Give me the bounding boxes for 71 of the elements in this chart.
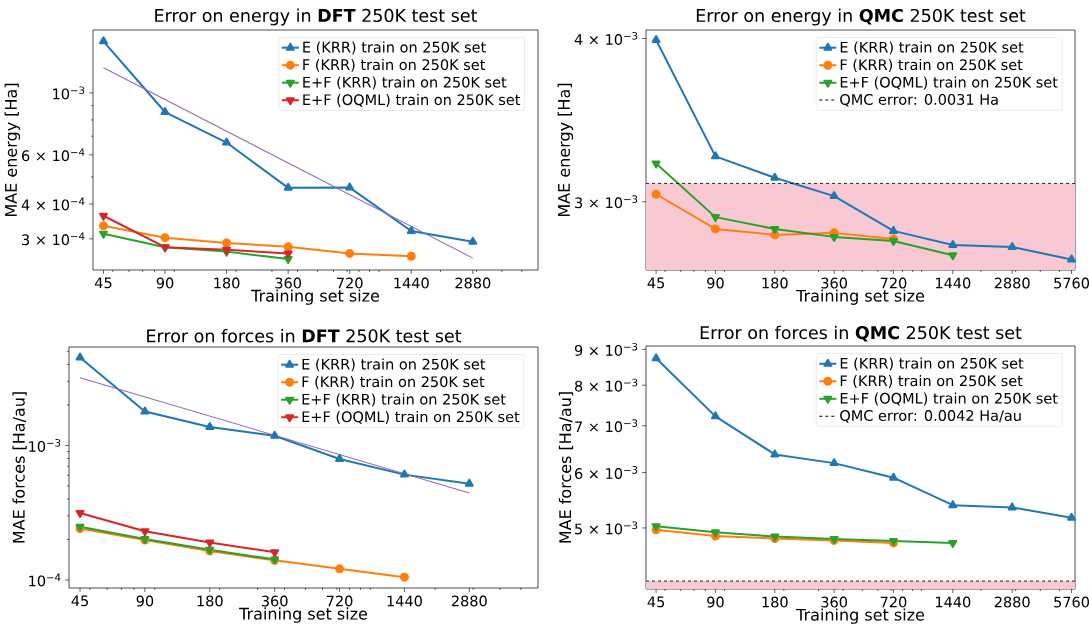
x-tick-label: 360 <box>821 277 847 289</box>
x-tick-label: 180 <box>762 277 788 289</box>
x-axis-title: Training set size <box>239 607 368 623</box>
x-tick-label: 360 <box>275 277 302 289</box>
y-tick-label: 10$^{−3}$ <box>29 438 61 452</box>
legend-label: E+F (KRR) train on 250K set <box>302 393 506 407</box>
x-axis-title: Training set size <box>796 289 925 305</box>
x-tick-label: 720 <box>326 595 353 607</box>
y-tick-label: 6 × 10$^{−3}$ <box>575 466 638 480</box>
x-tick-label: 720 <box>337 277 363 289</box>
x-tick-label: 2880 <box>455 277 491 289</box>
chart-title: Error on energy in DFT 250K test set <box>155 8 478 26</box>
x-tick-label: 1440 <box>387 595 422 607</box>
y-tick-label: 9 × 10$^{−3}$ <box>574 342 638 356</box>
y-axis-title: MAE energy [Ha] <box>557 83 574 217</box>
x-tick-label: 720 <box>880 596 907 608</box>
legend-label: F (KRR) train on 250K set <box>302 375 485 389</box>
chart-title: Error on energy in QMC 250K test set <box>696 8 1026 26</box>
legend-label: E (KRR) train on 250K set <box>303 41 486 55</box>
chart-title: Error on forces in QMC 250K test set <box>700 325 1022 342</box>
x-tick-label: 5760 <box>1054 277 1089 289</box>
legend-label: E+F (OQML) train on 250K set <box>302 410 520 424</box>
x-tick-label: 2880 <box>994 277 1030 289</box>
x-axis-title: Training set size <box>251 289 380 305</box>
x-tick-label: 90 <box>136 595 154 607</box>
legend-label: F (KRR) train on 250K set <box>840 58 1023 72</box>
chart-title: Error on forces in DFT 250K test set <box>147 328 462 343</box>
x-tick-label: 45 <box>647 596 665 608</box>
y-tick-label: 8 × 10$^{−3}$ <box>574 378 638 392</box>
x-tick-label: 90 <box>707 277 724 289</box>
legend-label: E+F (OQML) train on 250K set <box>840 392 1058 406</box>
legend-label: E+F (KRR) train on 250K set <box>303 76 507 90</box>
y-tick-label: 10$^{−4}$ <box>29 573 61 587</box>
x-tick-label: 45 <box>94 277 112 289</box>
legend-label: QMC error: 0.0031 Ha <box>840 93 998 107</box>
legend-label: E (KRR) train on 250K set <box>840 357 1024 371</box>
x-tick-label: 90 <box>707 596 724 608</box>
x-tick-label: 45 <box>647 277 665 289</box>
y-axis-title: MAE energy [Ha] <box>4 83 21 216</box>
x-tick-label: 1440 <box>935 277 971 289</box>
legend-label: E+F (OQML) train on 250K set <box>303 93 521 107</box>
y-tick-label: 4 × 10$^{−4}$ <box>21 197 85 211</box>
x-tick-label: 2880 <box>994 596 1030 608</box>
y-tick-label: 10$^{−3}$ <box>53 86 85 100</box>
legend-label: E (KRR) train on 250K set <box>302 358 486 372</box>
x-tick-label: 720 <box>880 277 907 289</box>
x-tick-label: 1440 <box>394 277 429 289</box>
x-tick-label: 45 <box>71 595 88 607</box>
legend-label: E+F (OQML) train on 250K set <box>840 76 1058 90</box>
y-tick-label: 3 × 10$^{−4}$ <box>22 232 85 246</box>
x-tick-label: 180 <box>762 596 788 608</box>
legend-label: E (KRR) train on 250K set <box>840 41 1024 55</box>
y-tick-label: 6 × 10$^{−4}$ <box>22 148 85 162</box>
x-tick-label: 180 <box>214 277 240 289</box>
x-tick-label: 2880 <box>451 595 487 607</box>
legend-label: F (KRR) train on 250K set <box>303 58 486 72</box>
y-tick-label: 4 × 10$^{−3}$ <box>574 32 638 45</box>
x-axis-title: Training set size <box>796 608 925 624</box>
x-tick-label: 360 <box>261 595 288 607</box>
y-tick-label: 7 × 10$^{−3}$ <box>575 419 638 433</box>
legend-label: QMC error: 0.0042 Ha/au <box>840 410 1021 423</box>
y-axis-title: MAE forces [Ha/au] <box>558 392 574 543</box>
legend-label: F (KRR) train on 250K set <box>840 375 1023 388</box>
y-tick-label: 3 × 10$^{−3}$ <box>575 195 638 209</box>
y-tick-label: 5 × 10$^{−3}$ <box>575 521 638 535</box>
x-tick-label: 180 <box>197 595 223 607</box>
x-tick-label: 360 <box>821 596 847 608</box>
x-tick-label: 90 <box>156 277 174 289</box>
y-axis-title: MAE forces [Ha/au] <box>12 392 27 543</box>
x-tick-label: 1440 <box>935 596 971 608</box>
x-tick-label: 5760 <box>1054 596 1089 608</box>
